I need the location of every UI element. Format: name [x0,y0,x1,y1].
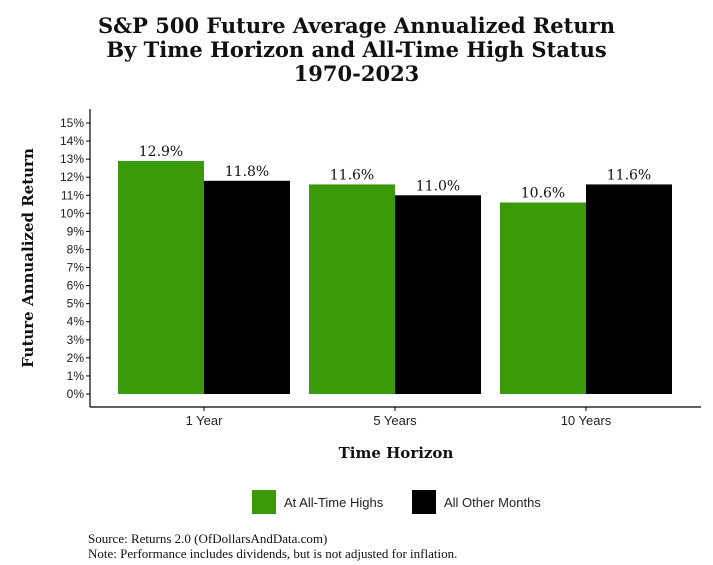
y-tick-label: 11% [61,188,84,202]
x-tick-label: 1 Year [186,413,224,428]
chart-footer: Source: Returns 2.0 (OfDollarsAndData.co… [88,531,457,561]
x-axis-title: Time Horizon [339,444,454,462]
inflation-note: Note: Performance includes dividends, bu… [88,546,458,561]
title-line-1: S&P 500 Future Average Annualized Return [98,13,615,38]
data-label: 10.6% [521,185,565,201]
bar-all-time-high [500,202,586,394]
y-tick-label: 5% [67,297,85,311]
y-tick-label: 4% [67,315,85,329]
legend-swatch-other-months [412,490,436,514]
legend-label-other-months: All Other Months [444,495,541,510]
y-tick-label: 8% [67,242,85,256]
legend-swatch-all-time-highs [252,490,276,514]
bar-all-time-high [118,160,204,394]
title-line-2: By Time Horizon and All-Time High Status [106,37,607,62]
bar-other-months [586,184,672,394]
source-note: Source: Returns 2.0 (OfDollarsAndData.co… [88,531,328,546]
data-label: 11.0% [416,178,460,194]
y-tick-label: 13% [60,152,84,166]
y-axis-title: Future Annualized Return [19,148,37,368]
x-tick-label: 5 Years [373,413,417,428]
data-label: 12.9% [139,144,183,160]
y-tick-label: 10% [60,206,84,220]
y-tick-label: 14% [60,134,84,148]
y-tick-label: 3% [67,333,85,347]
data-label: 11.6% [330,167,374,183]
legend-label-all-time-highs: At All-Time Highs [284,495,384,510]
y-tick-label: 6% [67,279,85,293]
y-tick-label: 7% [67,261,85,275]
x-tick-label: 10 Years [561,413,612,428]
y-tick-label: 12% [60,170,84,184]
y-tick-label: 2% [67,351,85,365]
y-tick-label: 0% [67,387,85,401]
data-label: 11.6% [607,167,651,183]
bar-all-time-high [309,184,395,394]
chart-title: S&P 500 Future Average Annualized Return… [0,14,713,86]
y-tick-label: 9% [67,224,85,238]
y-tick-label: 1% [67,369,85,383]
title-line-3: 1970-2023 [293,61,420,86]
data-label: 11.8% [225,164,269,180]
bar-other-months [395,195,481,394]
y-tick-label: 15% [60,116,84,130]
bar-other-months [204,180,290,394]
